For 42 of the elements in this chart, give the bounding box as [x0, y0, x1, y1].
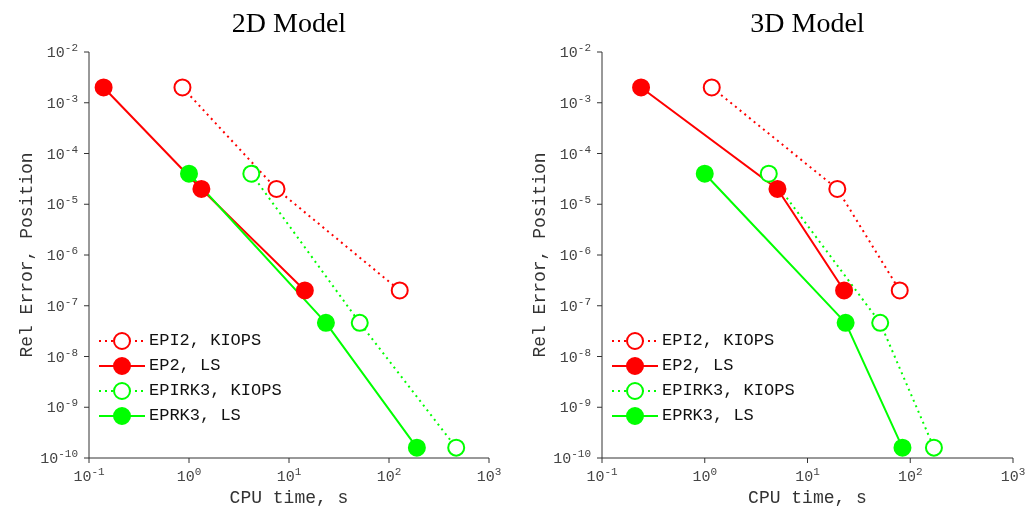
chart-title: 3D Model — [749, 7, 866, 38]
y-tick-label: 10$^{-3}$ — [46, 92, 78, 113]
y-tick-label: 10$^{-4}$ — [559, 143, 592, 164]
x-tick-label: 10$^{0}$ — [176, 466, 202, 486]
y-tick-label: 10$^{-2}$ — [46, 42, 78, 62]
legend-label: EP2, LS — [149, 356, 221, 375]
y-tick-label: 10$^{-9}$ — [46, 397, 78, 418]
y-tick-label: 10$^{-4}$ — [46, 143, 79, 164]
y-axis-title: Rel Error, Position — [530, 152, 551, 358]
legend-label: EPI2, KIOPS — [662, 331, 775, 350]
y-tick-label: 10$^{-5}$ — [46, 194, 78, 215]
y-tick-label: 10$^{-2}$ — [559, 42, 591, 62]
y-axis-title: Rel Error, Position — [17, 152, 38, 358]
y-tick-label: 10$^{-9}$ — [559, 397, 591, 418]
y-tick-label: 10$^{-6}$ — [559, 245, 591, 265]
legend-label: EPRK3, LS — [662, 406, 754, 425]
legend-label: EPIRK3, KIOPS — [662, 381, 795, 400]
x-axis-title: CPU time, s — [229, 488, 349, 508]
x-tick-label: 10$^{0}$ — [692, 466, 718, 486]
y-tick-label: 10$^{-10}$ — [40, 448, 78, 468]
y-tick-label: 10$^{-7}$ — [559, 295, 591, 316]
x-axis-title: CPU time, s — [748, 488, 867, 508]
legend-label: EPRK3, LS — [149, 406, 241, 425]
y-tick-label: 10$^{-3}$ — [559, 92, 591, 113]
y-tick-label: 10$^{-6}$ — [46, 245, 78, 265]
legend-label: EPIRK3, KIOPS — [149, 381, 282, 400]
x-tick-label: 10$^{3}$ — [1000, 466, 1026, 486]
y-tick-label: 10$^{-10}$ — [553, 448, 591, 468]
y-tick-label: 10$^{-8}$ — [559, 346, 591, 367]
x-tick-label: 10$^{1}$ — [795, 466, 821, 486]
x-tick-label: 10$^{1}$ — [276, 466, 302, 486]
x-tick-label: 10$^{2}$ — [376, 466, 402, 486]
x-tick-label: 10$^{2}$ — [897, 466, 923, 486]
legend-label: EP2, LS — [662, 356, 734, 375]
x-tick-label: 10$^{3}$ — [476, 466, 502, 486]
y-tick-label: 10$^{-7}$ — [46, 295, 78, 316]
chart-title: 2D Model — [230, 7, 348, 38]
y-tick-label: 10$^{-5}$ — [559, 194, 591, 215]
x-tick-label: 10$^{-1}$ — [586, 466, 619, 486]
y-tick-label: 10$^{-8}$ — [46, 346, 78, 367]
legend-label: EPI2, KIOPS — [149, 331, 262, 350]
x-tick-label: 10$^{-1}$ — [73, 466, 106, 486]
